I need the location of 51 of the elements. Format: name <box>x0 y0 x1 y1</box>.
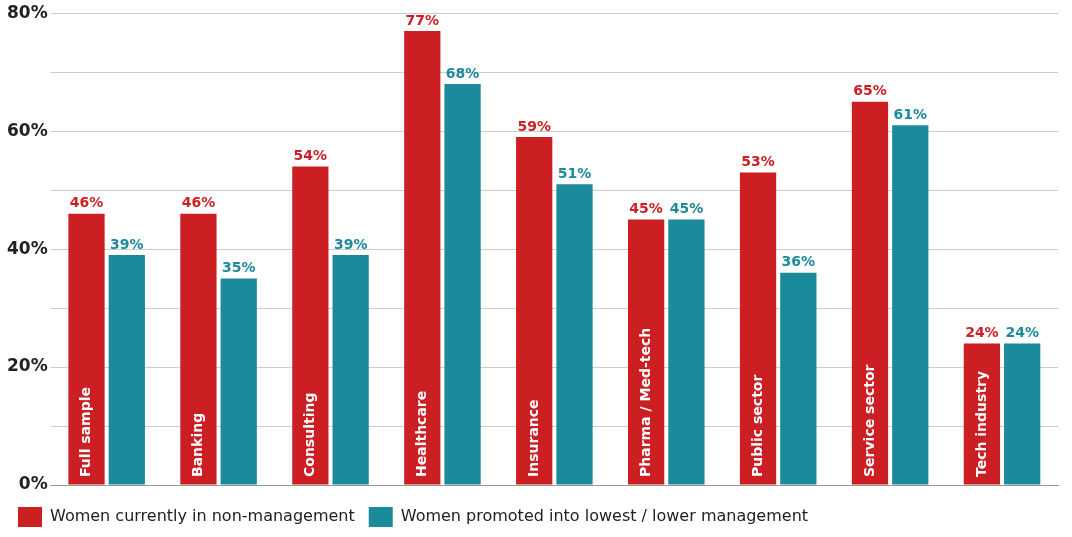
y-tick-label: 20% <box>6 355 48 376</box>
data-label: 68% <box>445 64 480 81</box>
x-tick-label: Consulting <box>300 392 317 477</box>
x-tick-label: Insurance <box>524 399 541 477</box>
bar <box>404 30 441 485</box>
y-tick-label: 40% <box>6 237 48 258</box>
y-tick-label: 0% <box>18 473 48 494</box>
data-label: 51% <box>557 164 592 181</box>
bar <box>292 166 329 485</box>
legend-label: Women promoted into lowest / lower management <box>400 506 809 526</box>
y-tick-label: 80% <box>6 1 48 22</box>
x-tick-label: Healthcare <box>412 390 429 477</box>
data-label: 77% <box>405 11 440 28</box>
bar <box>108 255 145 485</box>
data-label: 39% <box>110 235 144 252</box>
x-tick-label: Tech industry <box>972 370 989 477</box>
data-label: 39% <box>333 235 368 252</box>
data-label: 65% <box>853 82 887 99</box>
data-label: 45% <box>669 200 704 217</box>
y-tick-label: 60% <box>6 119 48 140</box>
bar <box>668 219 705 485</box>
bar <box>1004 343 1041 485</box>
bar <box>627 219 665 485</box>
data-label: 36% <box>781 253 816 270</box>
legend-label: Women currently in non-management <box>50 506 355 526</box>
x-tick-label: Service sector <box>860 364 877 477</box>
x-tick-label: Public sector <box>748 374 765 477</box>
data-label: 45% <box>629 200 663 217</box>
data-label: 59% <box>517 117 551 134</box>
data-label: 35% <box>221 259 256 276</box>
data-label: 53% <box>741 153 775 170</box>
data-label: 24% <box>965 324 999 341</box>
x-tick-label: Pharma / Med-tech <box>636 327 653 477</box>
bar <box>851 101 889 485</box>
bar <box>516 137 553 485</box>
data-label: 54% <box>293 147 328 164</box>
bar <box>780 272 817 485</box>
bar <box>892 125 929 485</box>
data-label: 46% <box>181 194 216 211</box>
x-tick-label: Full sample <box>77 387 94 477</box>
bar <box>332 255 369 485</box>
data-label: 46% <box>69 194 104 211</box>
bar <box>739 172 777 485</box>
x-tick-label: Banking <box>189 412 206 477</box>
bar <box>444 83 481 485</box>
bar <box>180 213 217 485</box>
bar <box>220 278 257 485</box>
data-label: 24% <box>1005 324 1039 341</box>
data-label: 61% <box>893 105 928 122</box>
bar <box>556 184 593 485</box>
bar <box>68 213 105 485</box>
